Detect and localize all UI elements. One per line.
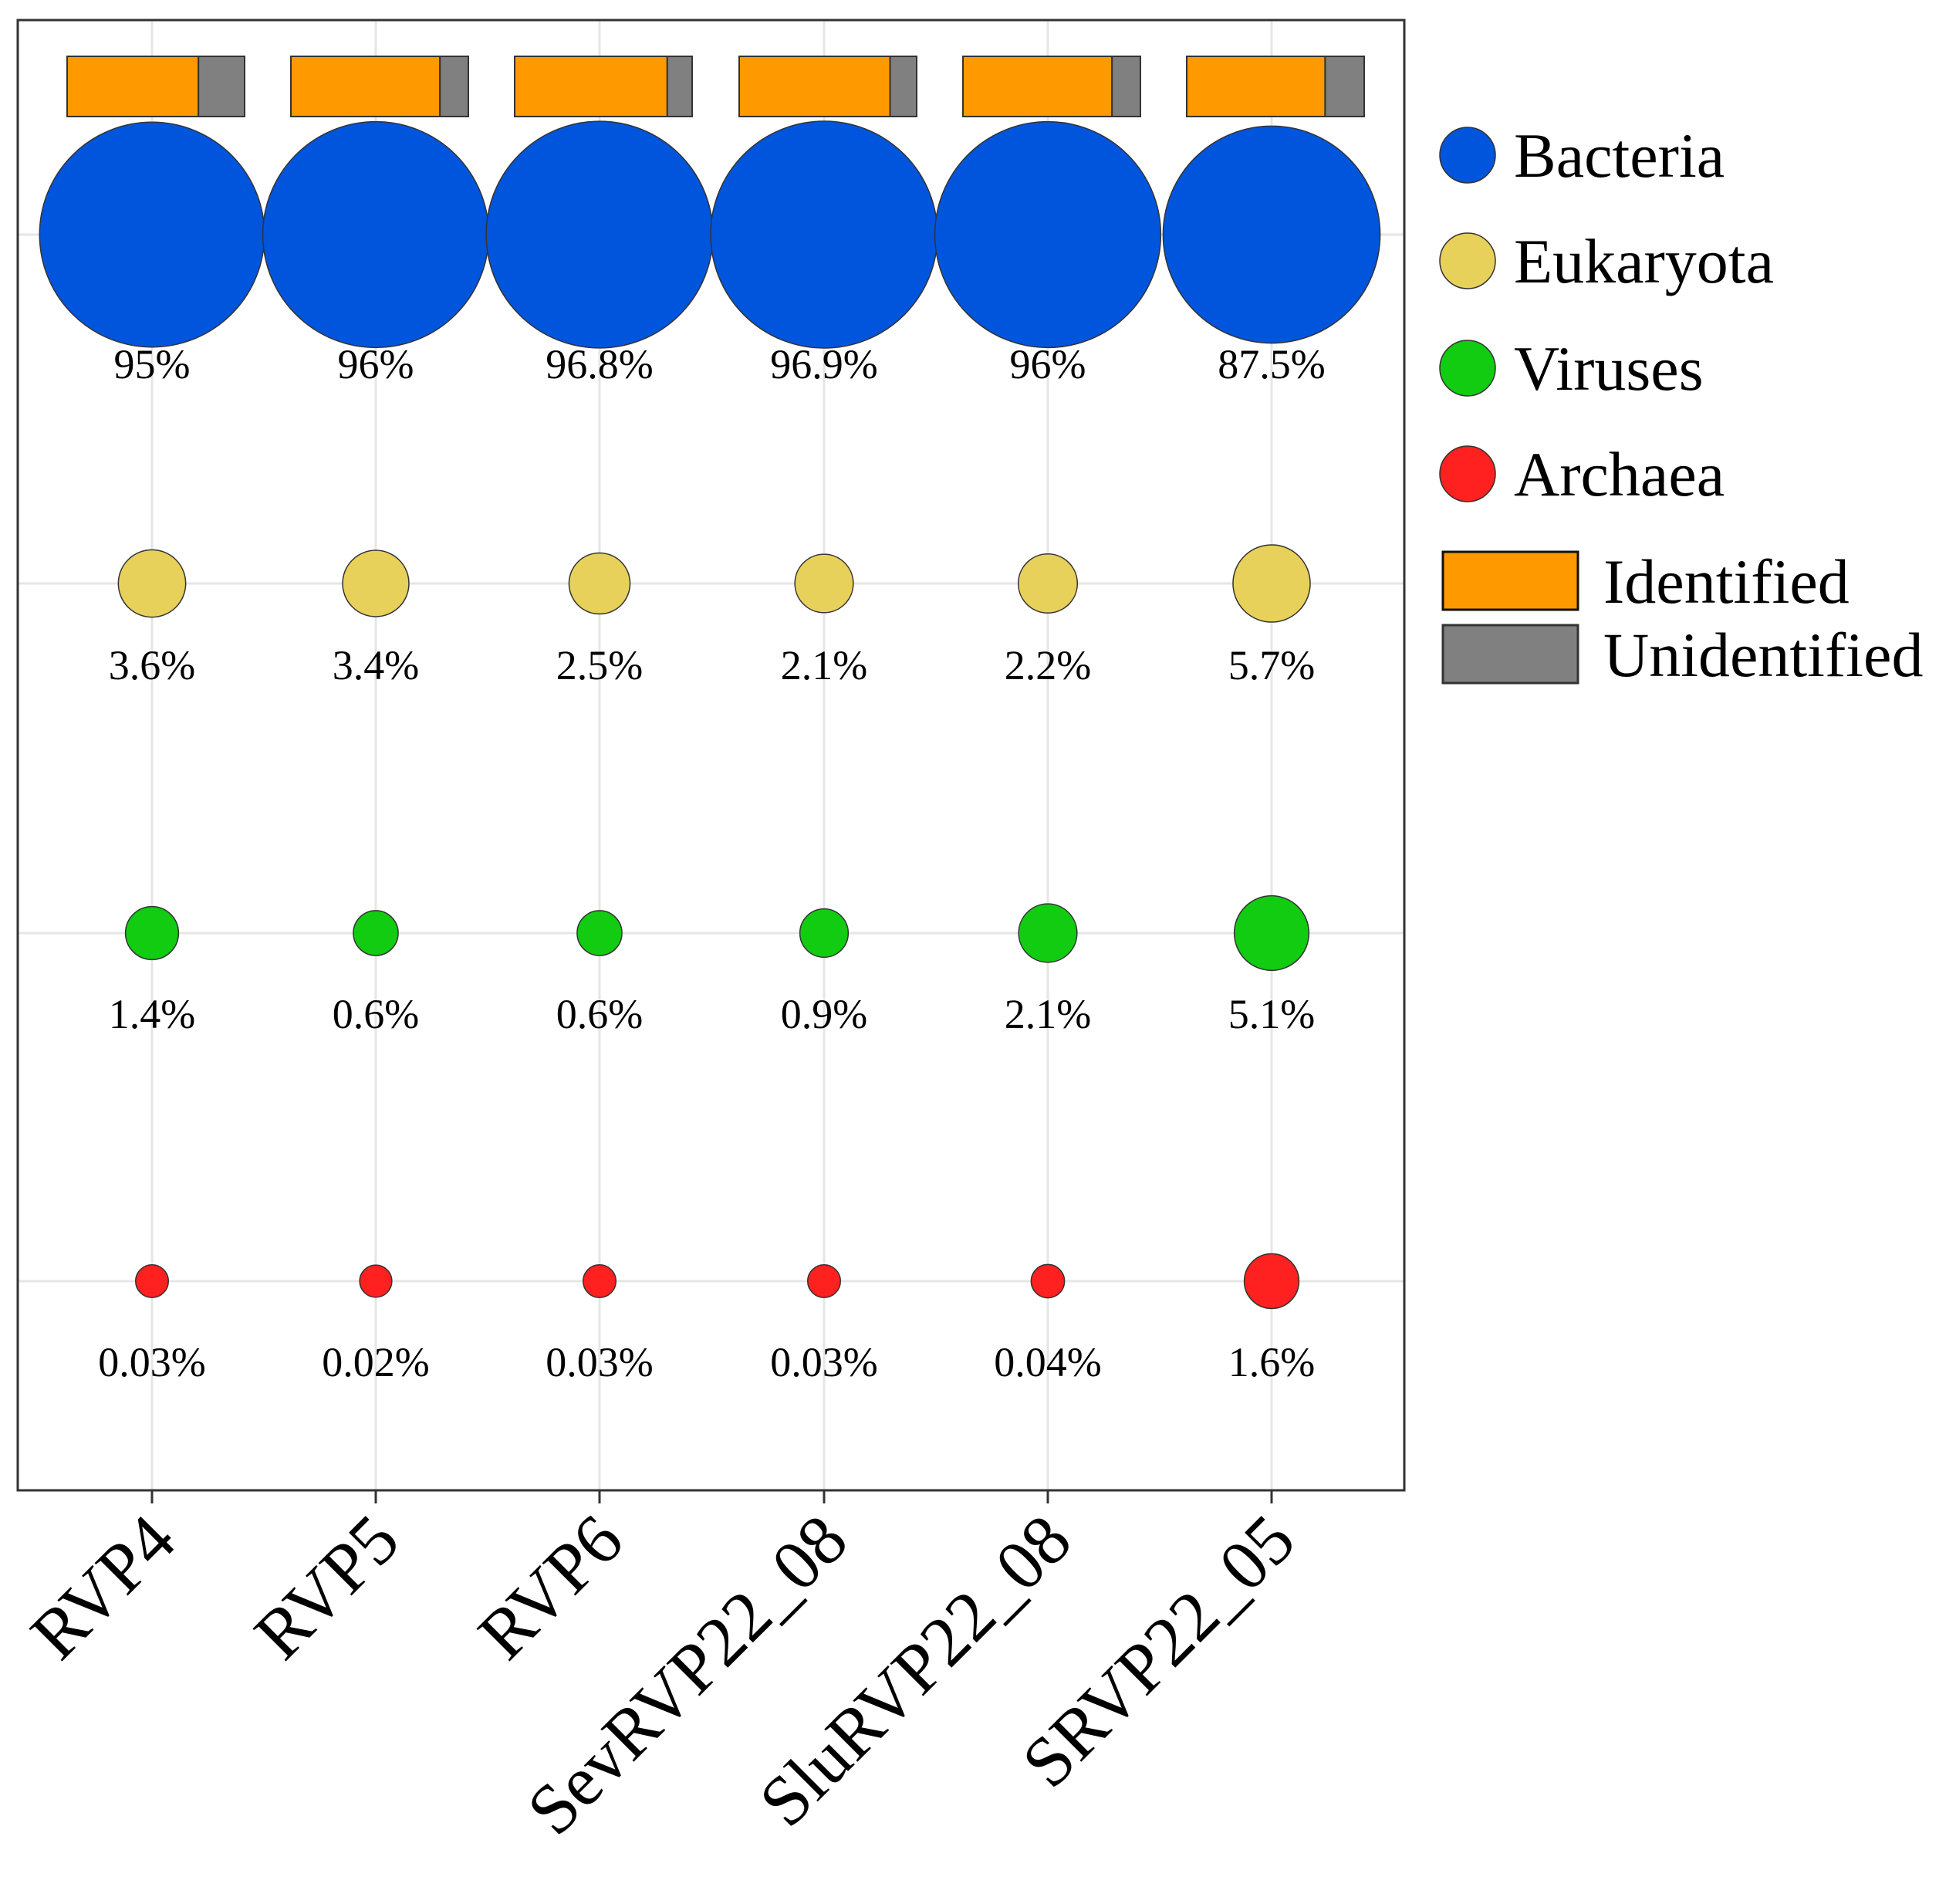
unidentified-bar-rvp5 <box>439 56 470 117</box>
legend-label-bacteria: Bacteria <box>1514 120 1725 191</box>
identified-bar-srvp22-05 <box>1186 56 1326 117</box>
unidentified-bar-srvp22-05 <box>1324 56 1366 117</box>
viruses-bubble-srvp22-05 <box>1233 895 1310 972</box>
x-tick-label-rvp4: RVP4 <box>15 1500 190 1674</box>
bacteria-label-slurvp22-08: 96% <box>1010 341 1086 387</box>
archaea-label-rvp5: 0.02% <box>322 1339 429 1385</box>
identified-bar-rvp4 <box>66 56 200 117</box>
eukaryota-bubble-slurvp22-08 <box>1017 553 1079 614</box>
archaea-label-srvp22-05: 1.6% <box>1228 1339 1315 1385</box>
bacteria-bubble-srvp22-05 <box>1162 125 1381 344</box>
viruses-label-rvp5: 0.6% <box>333 991 419 1037</box>
legend-label-identified: Identified <box>1603 546 1850 617</box>
identified-bar-slurvp22-08 <box>962 56 1113 117</box>
bacteria-bubble-slurvp22-08 <box>934 120 1162 349</box>
eukaryota-label-rvp4: 3.6% <box>109 642 195 688</box>
unidentified-bar-rvp6 <box>666 56 693 117</box>
eukaryota-bubble-rvp6 <box>568 552 631 615</box>
archaea-label-sevrvp22-08: 0.03% <box>770 1339 877 1385</box>
eukaryota-label-slurvp22-08: 2.2% <box>1005 642 1091 688</box>
eukaryota-bubble-rvp4 <box>117 549 187 618</box>
viruses-label-slurvp22-08: 2.1% <box>1005 991 1091 1037</box>
viruses-bubble-sevrvp22-08 <box>799 908 850 959</box>
archaea-bubble-srvp22-05 <box>1243 1253 1300 1310</box>
archaea-bubble-rvp6 <box>582 1263 617 1299</box>
legend-key-viruses <box>1439 340 1496 397</box>
legend-key-eukaryota <box>1439 232 1496 289</box>
plot-panel-border <box>16 19 1406 1492</box>
archaea-label-slurvp22-08: 0.04% <box>994 1339 1101 1385</box>
archaea-bubble-rvp5 <box>359 1264 393 1298</box>
x-tick-label-rvp5: RVP5 <box>239 1500 414 1674</box>
bacteria-label-rvp6: 96.8% <box>546 341 653 387</box>
legend-key-identified <box>1441 550 1579 611</box>
unidentified-bar-slurvp22-08 <box>1111 56 1141 117</box>
viruses-label-rvp4: 1.4% <box>109 991 195 1037</box>
eukaryota-bubble-srvp22-05 <box>1232 544 1311 623</box>
x-tick-label-rvp6: RVP6 <box>463 1500 637 1674</box>
legend-label-viruses: Viruses <box>1514 333 1704 404</box>
eukaryota-label-sevrvp22-08: 2.1% <box>781 642 867 688</box>
viruses-label-sevrvp22-08: 0.9% <box>781 991 867 1037</box>
bacteria-label-srvp22-05: 87.5% <box>1218 341 1325 387</box>
viruses-bubble-rvp4 <box>124 905 180 961</box>
legend-label-archaea: Archaea <box>1514 439 1725 509</box>
eukaryota-bubble-rvp5 <box>342 550 410 617</box>
eukaryota-label-rvp6: 2.5% <box>556 642 643 688</box>
identified-bar-rvp6 <box>514 56 668 117</box>
archaea-label-rvp6: 0.03% <box>546 1339 653 1385</box>
identified-bar-sevrvp22-08 <box>738 56 891 117</box>
bacteria-label-sevrvp22-08: 96.9% <box>770 341 877 387</box>
archaea-bubble-rvp4 <box>134 1263 170 1299</box>
bacteria-label-rvp5: 96% <box>338 341 414 387</box>
eukaryota-label-srvp22-05: 5.7% <box>1228 642 1315 688</box>
bacteria-bubble-sevrvp22-08 <box>710 120 938 349</box>
bacteria-bubble-rvp6 <box>485 120 714 349</box>
legend-label-unidentified: Unidentified <box>1603 620 1923 690</box>
legend-label-eukaryota: Eukaryota <box>1514 226 1774 296</box>
legend-key-archaea <box>1439 445 1496 502</box>
unidentified-bar-sevrvp22-08 <box>889 56 917 117</box>
viruses-bubble-rvp5 <box>353 910 399 956</box>
viruses-bubble-slurvp22-08 <box>1018 903 1078 963</box>
unidentified-bar-rvp4 <box>198 56 246 117</box>
bacteria-bubble-rvp5 <box>262 120 490 349</box>
viruses-bubble-rvp6 <box>576 910 623 956</box>
eukaryota-label-rvp5: 3.4% <box>333 642 419 688</box>
legend-key-bacteria <box>1439 127 1496 184</box>
viruses-label-rvp6: 0.6% <box>556 991 643 1037</box>
archaea-label-rvp4: 0.03% <box>98 1339 205 1385</box>
archaea-bubble-sevrvp22-08 <box>806 1263 842 1299</box>
viruses-label-srvp22-05: 5.1% <box>1228 991 1315 1037</box>
legend-key-unidentified <box>1441 624 1579 685</box>
bacteria-label-rvp4: 95% <box>114 341 191 387</box>
eukaryota-bubble-sevrvp22-08 <box>794 553 854 614</box>
archaea-bubble-slurvp22-08 <box>1030 1263 1066 1299</box>
bacteria-bubble-rvp4 <box>39 121 265 348</box>
identified-bar-rvp5 <box>290 56 441 117</box>
